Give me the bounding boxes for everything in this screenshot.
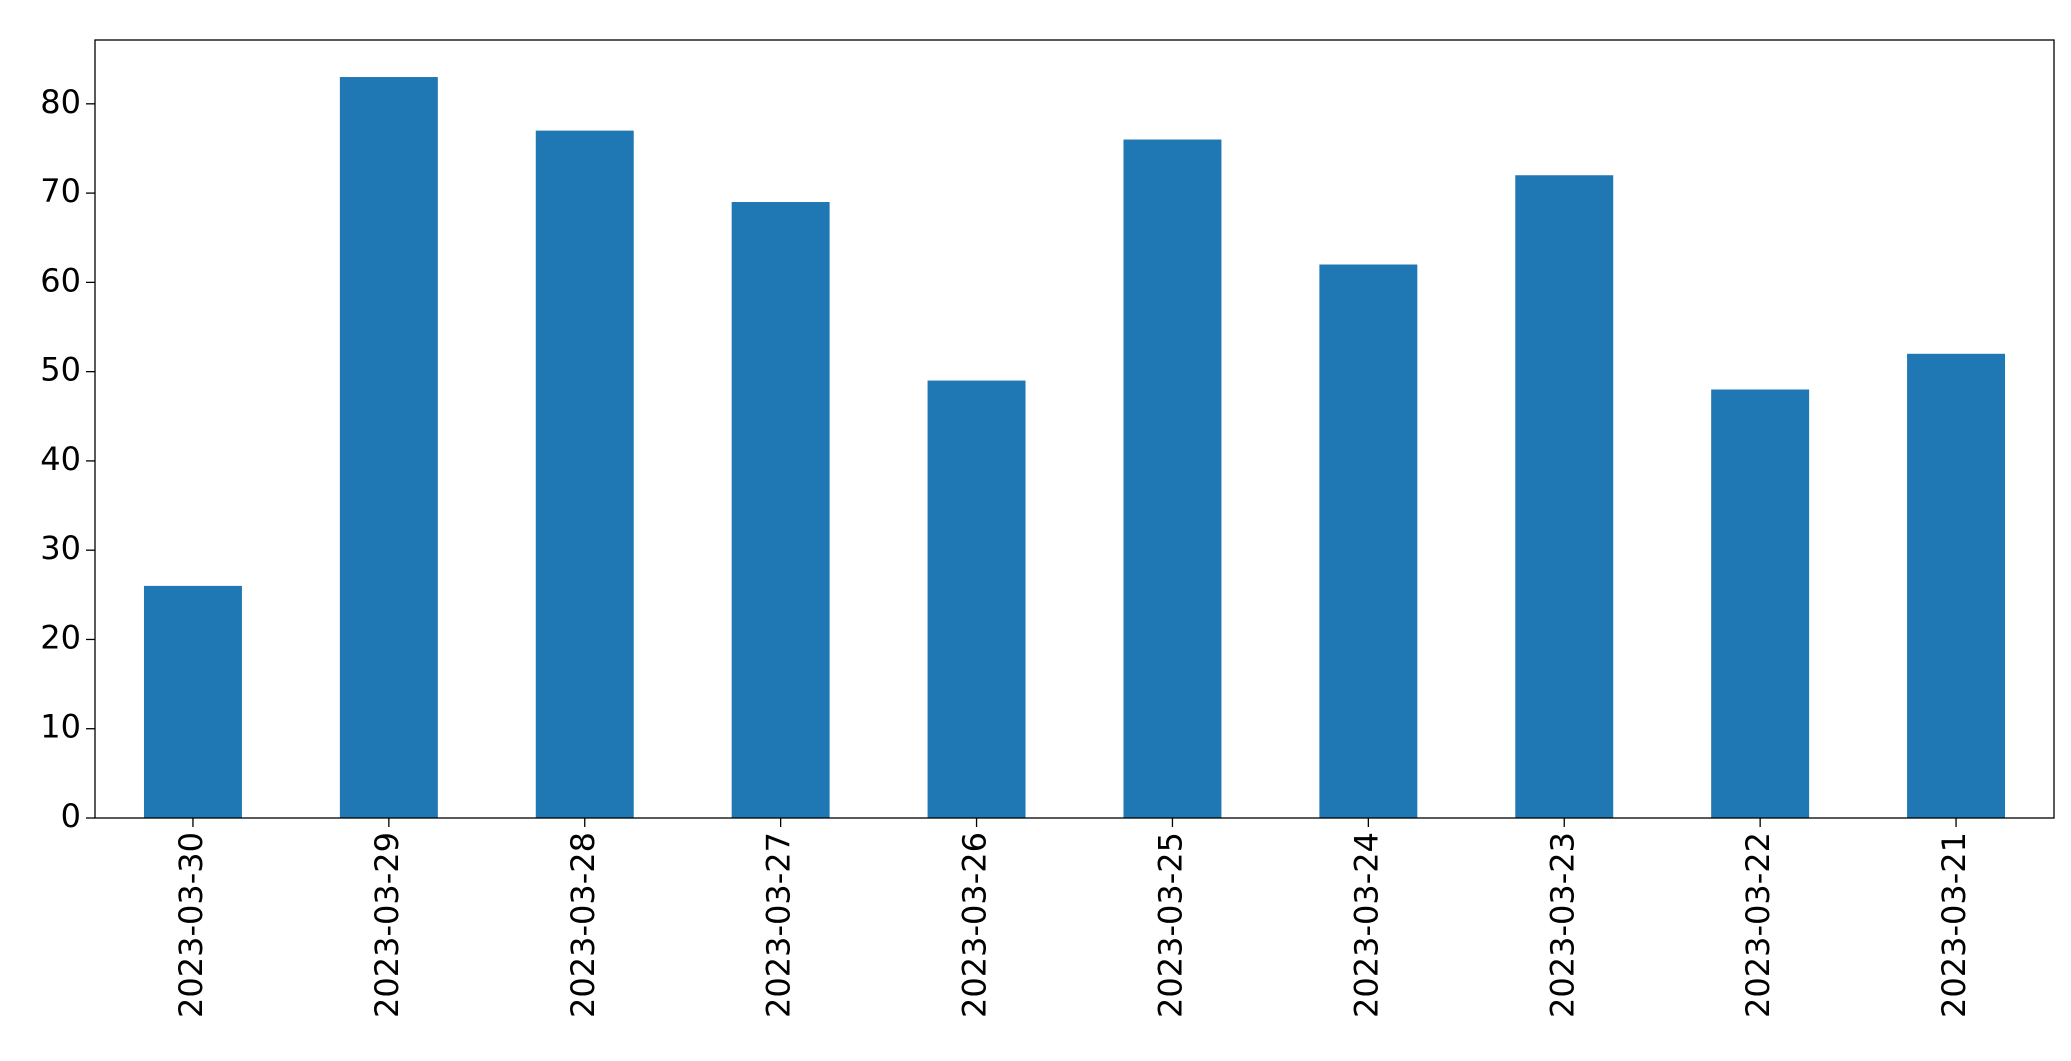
x-tick-label: 2023-03-25 [1151, 832, 1189, 1018]
x-tick-label: 2023-03-30 [172, 832, 210, 1018]
x-tick-label: 2023-03-28 [564, 832, 602, 1018]
x-tick-label: 2023-03-27 [760, 832, 798, 1018]
bar [927, 380, 1026, 818]
bar [1319, 264, 1418, 819]
plot-frame [94, 39, 2055, 819]
bar [1123, 139, 1222, 818]
bar [731, 202, 830, 819]
y-tick-label: 10 [40, 708, 81, 746]
x-tick-label: 2023-03-26 [956, 832, 994, 1018]
bar [143, 585, 242, 818]
y-tick-label: 80 [40, 83, 81, 121]
bar [1907, 353, 2006, 818]
y-tick-label: 0 [61, 797, 81, 835]
x-tick-label: 2023-03-22 [1739, 832, 1777, 1018]
y-tick-label: 20 [40, 618, 81, 656]
x-tick-label: 2023-03-23 [1543, 832, 1581, 1018]
x-tick-label: 2023-03-21 [1935, 832, 1973, 1018]
x-tick-label: 2023-03-29 [368, 832, 406, 1018]
y-tick-label: 50 [40, 351, 81, 389]
bar [1515, 175, 1614, 819]
bar [535, 130, 634, 818]
y-tick-label: 40 [40, 440, 81, 478]
y-tick-label: 70 [40, 172, 81, 210]
y-tick-label: 30 [40, 529, 81, 567]
bar [1711, 389, 1810, 818]
y-tick-label: 60 [40, 261, 81, 299]
x-tick-label: 2023-03-24 [1347, 832, 1385, 1018]
bar [339, 77, 438, 819]
